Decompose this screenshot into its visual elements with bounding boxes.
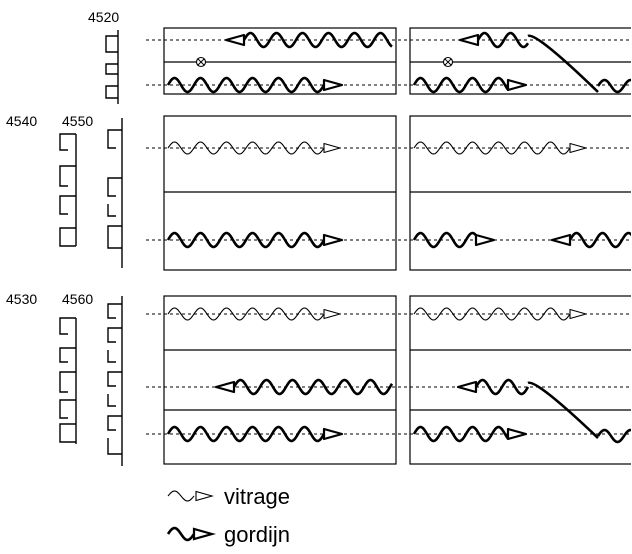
rail-profile-4560: [107, 296, 123, 466]
r3l-gordijn-top: [214, 378, 394, 396]
r3r-gordijn-bottom: [412, 425, 528, 443]
r1r-top-curtain: [458, 31, 530, 49]
label-4520: 4520: [88, 9, 119, 25]
r3r-drape-diagonal: [527, 381, 599, 439]
r3r-gordijn-top: [456, 378, 530, 396]
legend-gordijn-icon: [166, 526, 217, 542]
rail-profile-4530: [59, 317, 77, 444]
pulley-icon: [442, 56, 454, 68]
legend-vitrage-icon: [167, 490, 215, 502]
pulley-icon: [195, 56, 207, 68]
panel-row2-right: [409, 115, 631, 271]
label-4530: 4530: [6, 291, 37, 307]
r2r-vitrage: [413, 141, 587, 155]
panel-row3-right: [409, 295, 631, 465]
r1r-drape-diagonal: [527, 34, 599, 93]
r1r-bottom-curtain: [412, 76, 528, 94]
panel-row3-left: [163, 295, 397, 465]
label-4550: 4550: [62, 113, 93, 129]
r1l-bottom-curtain: [166, 76, 344, 94]
rail-profile-4520: [105, 30, 119, 104]
r3l-vitrage: [167, 307, 341, 321]
r3l-gordijn-bottom: [166, 425, 344, 443]
rail-profile-4550: [107, 118, 123, 268]
legend-gordijn-label: gordijn: [224, 522, 290, 547]
panel-row2-left: [163, 115, 397, 271]
label-4540: 4540: [6, 113, 37, 129]
rail-profile-4540: [59, 133, 77, 247]
r2l-vitrage: [167, 141, 341, 155]
r1l-top-curtain: [224, 31, 393, 49]
r2l-gordijn: [166, 231, 344, 249]
r2r-gordijn-left: [412, 231, 496, 249]
r3r-vitrage: [413, 307, 587, 321]
curtain-shapes: [166, 31, 631, 444]
legend-icons: [166, 490, 217, 542]
label-4560: 4560: [62, 291, 93, 307]
r2r-gordijn-right: [550, 231, 631, 249]
guide-lines: [146, 39, 631, 435]
legend-vitrage-label: vitrage: [224, 484, 290, 509]
